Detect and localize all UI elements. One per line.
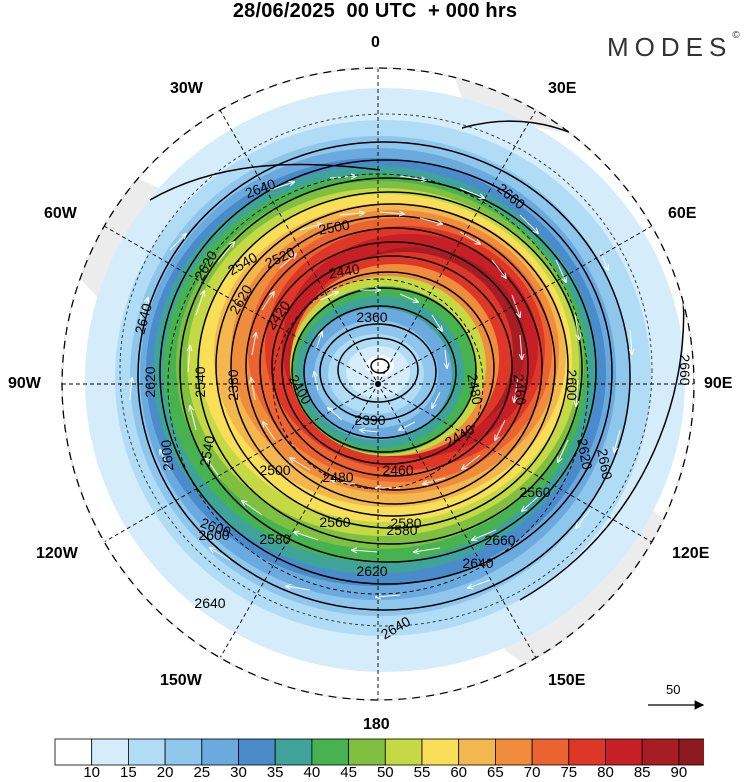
contour-label: 2480 <box>322 469 353 485</box>
colorbar-tick-label: 75 <box>560 764 578 781</box>
contour-label: 2500 <box>259 462 290 478</box>
contour-label: 2600 <box>158 439 177 472</box>
contour-label: 2560 <box>319 514 350 530</box>
map-title: 28/06/2025 00 UTC + 000 hrs <box>232 0 518 22</box>
colorbar-tick-label: 10 <box>83 764 101 781</box>
lon-label-30e: 30E <box>548 80 577 97</box>
contour-label: 2640 <box>194 595 225 611</box>
contour-label: 2620 <box>142 366 158 397</box>
colorbar-tick-label: 15 <box>120 764 137 781</box>
colorbar-swatch <box>91 738 129 766</box>
contour-label: 2580 <box>259 531 290 547</box>
contour-label: 2560 <box>519 484 550 500</box>
contour-label: 2500 <box>317 216 351 237</box>
colorbar-tick-label: 45 <box>340 764 357 781</box>
contour-label: 2540 <box>192 366 208 397</box>
contour-label: 2580 <box>386 522 417 538</box>
colorbar-swatch <box>311 738 349 766</box>
colorbar-swatch <box>458 738 496 766</box>
lon-label-90e: 90E <box>704 375 733 392</box>
colorbar-swatch <box>605 738 643 766</box>
colorbar-swatch <box>348 738 386 766</box>
contour-label: 2660 <box>677 354 693 385</box>
wind-vectors <box>130 176 632 597</box>
lon-label-120w: 120W <box>36 545 78 562</box>
colorbar-tick-label: 50 <box>376 764 394 781</box>
polar-wind-map: 2640 2660 2660 2660 2660 2620 2640 2620 … <box>61 67 705 710</box>
colorbar <box>54 738 704 766</box>
lon-label-30w: 30W <box>170 80 203 97</box>
colorbar-tick-label: 30 <box>230 764 247 781</box>
lon-label-90w: 90W <box>8 375 41 392</box>
colorbar-swatch <box>238 738 276 766</box>
colorbar-tick-label: 65 <box>487 764 504 781</box>
brand-name: MODES <box>607 32 733 62</box>
colorbar-swatch <box>531 738 570 766</box>
colorbar-swatch <box>494 738 533 766</box>
contour-label: 2440 <box>327 260 361 281</box>
contour-label: 2540 <box>196 434 217 468</box>
colorbar-tick-label: 20 <box>156 764 174 781</box>
lon-label-60w: 60W <box>44 205 77 222</box>
contour-label: 2660 <box>594 447 615 481</box>
lon-label-150e: 150E <box>548 672 586 689</box>
wind-scale-value: 50 <box>666 682 681 697</box>
colorbar-tick-label: 35 <box>266 764 284 781</box>
lon-label-180: 180 <box>363 716 390 733</box>
colorbar-tick-label: 55 <box>413 764 431 781</box>
colorbar-tick-label: 85 <box>633 764 651 781</box>
colorbar-tick-label: 80 <box>597 764 614 781</box>
colorbar-swatch <box>54 738 93 766</box>
colorbar-tick-label: 70 <box>523 764 541 781</box>
contour-label: 2660 <box>484 532 515 548</box>
contour-label: 2640 <box>462 555 493 571</box>
colorbar-swatch <box>384 738 423 766</box>
contour-label: 2360 <box>356 309 387 325</box>
colorbar-swatch <box>274 738 313 766</box>
contour-label: 2390 <box>354 412 385 428</box>
copyright-mark: © <box>732 30 740 41</box>
brand-logo: MODES© <box>607 30 740 63</box>
map-disc: 2640 2660 2660 2660 2660 2620 2640 2620 … <box>62 68 694 700</box>
colorbar-swatch <box>421 738 460 766</box>
colorbar-swatch <box>201 738 239 766</box>
pole-marker <box>375 381 381 387</box>
colorbar-swatch <box>678 738 704 766</box>
contour-label: 2480 <box>464 372 485 406</box>
contour-label: 2600 <box>198 527 229 543</box>
height-contours <box>137 120 685 611</box>
lon-label-150w: 150W <box>160 672 202 689</box>
colorbar-tick-label: 90 <box>670 764 688 781</box>
contour-label: 2460 <box>511 373 530 406</box>
colorbar-swatch <box>164 738 203 766</box>
colorbar-tick-label: 60 <box>450 764 468 781</box>
colorbar-swatch <box>128 738 166 766</box>
lon-label-60e: 60E <box>668 205 697 222</box>
colorbar-tick-label: 25 <box>193 764 211 781</box>
lon-label-120e: 120E <box>672 545 710 562</box>
colorbar-swatch <box>568 738 606 766</box>
lon-label-0: 0 <box>371 34 380 51</box>
contour-label: 2600 <box>564 369 580 400</box>
contour-label: 2460 <box>382 462 413 478</box>
contour-label: 2620 <box>356 563 387 579</box>
contour-label: 2580 <box>390 515 421 531</box>
colorbar-swatch <box>641 738 680 766</box>
contour-label: 2640 <box>131 301 155 335</box>
contour-label: 2380 <box>225 369 241 400</box>
colorbar-tick-label: 40 <box>303 764 321 781</box>
contour-label: 2620 <box>574 437 595 471</box>
